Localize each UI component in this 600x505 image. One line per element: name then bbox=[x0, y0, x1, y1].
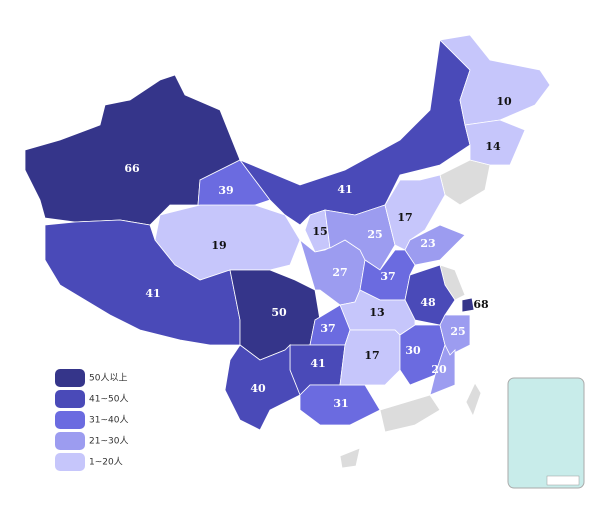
region-label: 50 bbox=[271, 306, 287, 319]
area bbox=[465, 382, 482, 418]
region bbox=[238, 39, 471, 226]
legend-label: 50人以上 bbox=[89, 373, 127, 384]
area bbox=[439, 159, 491, 206]
region bbox=[439, 34, 551, 126]
region-label: 41 bbox=[145, 287, 160, 300]
legend-swatch bbox=[55, 390, 85, 408]
inset-box bbox=[507, 377, 585, 489]
legend-swatch bbox=[55, 432, 85, 450]
legend-swatch bbox=[55, 453, 85, 471]
legend-label: 1~20人 bbox=[89, 457, 123, 468]
region-label: 40 bbox=[250, 382, 266, 395]
legend-swatch bbox=[55, 411, 85, 429]
legend-swatch bbox=[55, 369, 85, 387]
region-label: 13 bbox=[369, 306, 384, 319]
legend-label: 31~40人 bbox=[89, 415, 128, 426]
region bbox=[339, 329, 401, 386]
region-label: 41 bbox=[310, 357, 325, 370]
region bbox=[304, 209, 331, 253]
region-label: 23 bbox=[420, 237, 435, 250]
inset bbox=[507, 377, 585, 489]
region-label: 68 bbox=[473, 298, 489, 311]
region-label: 10 bbox=[496, 95, 512, 108]
legend-label: 21~30人 bbox=[89, 436, 128, 447]
region-label: 37 bbox=[380, 270, 395, 283]
region-label: 37 bbox=[320, 322, 335, 335]
region bbox=[224, 344, 301, 431]
region-label: 66 bbox=[124, 162, 140, 175]
region-label: 20 bbox=[431, 363, 447, 376]
region-label: 41 bbox=[337, 183, 352, 196]
region-label: 30 bbox=[405, 344, 421, 357]
legend-label: 41~50人 bbox=[89, 394, 128, 405]
region-label: 17 bbox=[397, 211, 412, 224]
region-label: 27 bbox=[332, 266, 347, 279]
region-label: 19 bbox=[211, 239, 226, 252]
area bbox=[379, 394, 441, 433]
area bbox=[339, 447, 361, 469]
region bbox=[464, 119, 526, 166]
region-label: 39 bbox=[218, 184, 233, 197]
region bbox=[461, 297, 475, 313]
region-label: 25 bbox=[450, 325, 465, 338]
inset-scale bbox=[546, 475, 580, 486]
region-label: 14 bbox=[485, 140, 501, 153]
region-label: 25 bbox=[367, 228, 382, 241]
region bbox=[384, 174, 446, 251]
region-label: 17 bbox=[364, 349, 379, 362]
region bbox=[429, 343, 456, 396]
region-label: 15 bbox=[312, 225, 327, 238]
region-label: 48 bbox=[420, 296, 436, 309]
region bbox=[299, 384, 381, 426]
region-label: 31 bbox=[333, 397, 348, 410]
other-areas bbox=[339, 159, 491, 469]
